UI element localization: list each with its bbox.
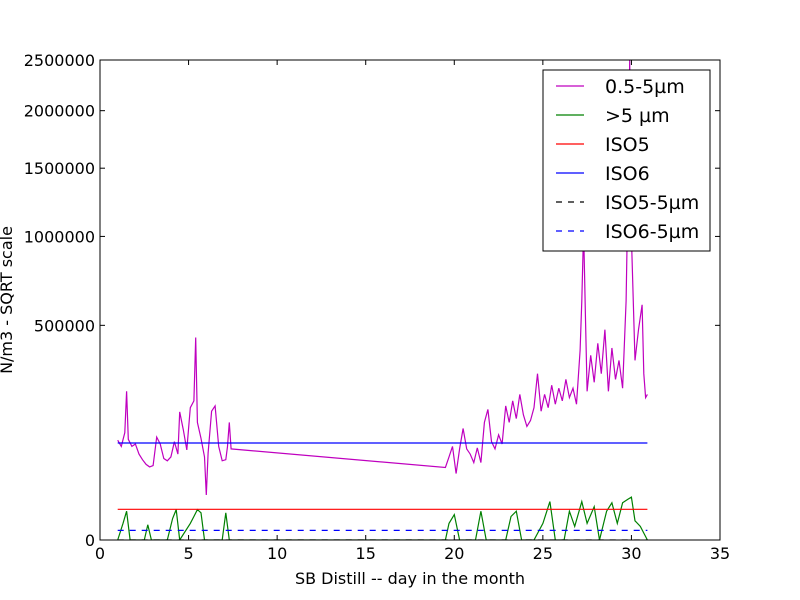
legend-box [542,69,711,252]
legend-label: >5 µm [605,105,670,127]
series-line-0 [117,60,648,496]
x-tick-label: 35 [710,544,730,563]
x-tick-label: 20 [444,544,464,563]
legend-label: ISO6-5µm [605,221,699,243]
legend: 0.5-5µm >5 µm ISO5 ISO6 ISO5-5µm ISO6-5µm [542,69,711,252]
y-axis-label: N/m3 - SQRT scale [0,226,16,374]
x-tick-label: 25 [533,544,553,563]
x-tick-label: 0 [95,544,105,563]
x-tick-label: 5 [183,544,193,563]
plot-area-frame [99,59,721,541]
y-tick-label: 2500000 [24,51,95,70]
y-tick-label: 0 [85,531,95,550]
legend-label: 0.5-5µm [605,76,685,98]
legend-label: ISO5 [605,134,650,156]
y-tick-label: 500000 [34,316,95,335]
y-tick-label: 2000000 [24,102,95,121]
legend-label: ISO6 [605,163,650,185]
legend-label: ISO5-5µm [605,192,699,214]
x-tick-label: 15 [356,544,376,563]
series-line-1 [117,496,648,540]
x-tick-label: 30 [621,544,641,563]
x-tick-label: 10 [267,544,287,563]
y-tick-label: 1000000 [24,227,95,246]
y-tick-label: 1500000 [24,159,95,178]
x-axis-label: SB Distill -- day in the month [295,569,525,588]
